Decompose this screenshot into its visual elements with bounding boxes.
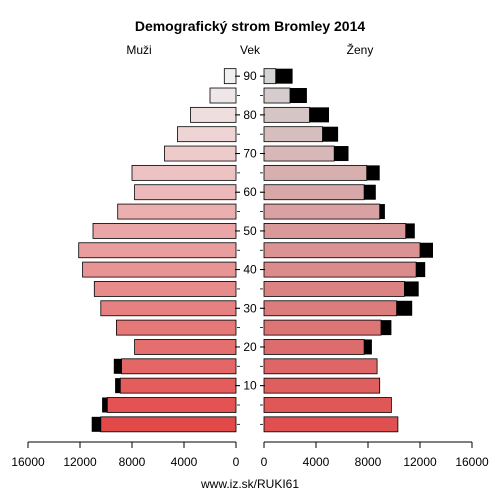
x-tick-label: 4000	[303, 455, 330, 469]
male-bar-60-64	[134, 184, 237, 201]
x-tick-label: 4000	[171, 455, 198, 469]
male-bar-0-4	[100, 416, 237, 433]
x-tick-label: 8000	[355, 455, 382, 469]
female-bar-45-49	[263, 242, 421, 259]
male-bar-20-24	[134, 339, 237, 355]
female-excess-bar-50-54	[405, 223, 415, 239]
male-bar-5-9	[106, 397, 237, 413]
age-tick-label: 10	[243, 379, 257, 393]
male-bar-65-69	[131, 164, 237, 181]
female-excess-bar-70-74	[334, 146, 349, 162]
female-excess-bar-30-34	[396, 300, 413, 316]
female-bar-70-74	[263, 145, 335, 162]
footer-source: www.iz.sk/RUKI61	[200, 477, 299, 491]
male-bar-40-44	[82, 261, 237, 278]
male-excess-bar-15-19	[113, 358, 122, 374]
female-bar-55-59	[263, 203, 381, 220]
age-tick-label: 90	[243, 69, 257, 83]
x-tick-label: 12000	[403, 455, 437, 469]
female-bar-90+	[263, 68, 277, 85]
female-bar-25-29	[263, 319, 382, 336]
male-excess-bar-10-14	[115, 378, 121, 394]
male-bar-80-84	[190, 106, 237, 123]
female-excess-bar-35-39	[404, 281, 419, 297]
male-bar-35-39	[93, 281, 237, 297]
x-tick-label: 8000	[119, 455, 146, 469]
female-bar-20-24	[263, 339, 365, 355]
female-bar-50-54	[263, 223, 407, 239]
plot-area: 10 20 30 40 50 60 70 80 90 16000 12000 8000 4000 0 0 40…	[11, 68, 489, 469]
female-bar-75-79	[263, 126, 323, 143]
male-bar-10-14	[119, 377, 237, 394]
female-excess-bar-65-69	[366, 165, 380, 181]
age-tick-label: 70	[243, 147, 257, 161]
age-tick-label: 60	[243, 185, 257, 199]
female-bar-40-44	[263, 261, 417, 278]
x-tick-label: 0	[233, 455, 240, 469]
x-tick-label: 16000	[11, 455, 45, 469]
female-excess-bar-40-44	[416, 262, 426, 278]
female-excess-bar-85-89	[290, 88, 307, 104]
male-excess-bar-5-9	[102, 397, 108, 413]
male-bar-70-74	[164, 145, 237, 162]
age-tick-label: 30	[243, 301, 257, 315]
female-bar-35-39	[263, 281, 405, 297]
female-bar-85-89	[263, 87, 291, 104]
male-bar-75-79	[177, 126, 237, 143]
male-excess-bar-0-4	[91, 416, 101, 432]
female-bar-15-19	[263, 358, 378, 375]
male-bar-85-89	[209, 87, 237, 104]
age-tick-label: 50	[243, 224, 257, 238]
x-tick-label: 16000	[455, 455, 489, 469]
female-excess-bar-75-79	[322, 126, 339, 142]
female-excess-bar-20-24	[364, 339, 372, 355]
male-bar-45-49	[78, 242, 237, 259]
age-tick-label: 20	[243, 340, 257, 354]
male-bar-30-34	[100, 300, 237, 317]
female-excess-bar-55-59	[379, 204, 385, 220]
female-bar-10-14	[263, 377, 381, 394]
right-axis-label: Ženy	[347, 42, 374, 57]
female-bar-5-9	[263, 397, 392, 413]
male-bar-90+	[223, 68, 237, 85]
male-bar-50-54	[92, 223, 237, 239]
center-axis-label: Vek	[240, 43, 261, 57]
age-tick-label: 80	[243, 108, 257, 122]
female-bar-30-34	[263, 300, 398, 317]
female-excess-bar-60-64	[364, 184, 376, 200]
x-tick-label: 0	[261, 455, 268, 469]
female-excess-bar-90+	[275, 68, 293, 84]
female-bar-0-4	[263, 416, 399, 433]
female-excess-bar-45-49	[420, 242, 433, 258]
female-excess-bar-80-84	[309, 107, 329, 123]
female-excess-bar-25-29	[381, 320, 392, 336]
x-tick-label: 12000	[63, 455, 97, 469]
age-tick-label: 40	[243, 263, 257, 277]
female-bar-80-84	[263, 106, 310, 123]
female-bar-60-64	[263, 184, 365, 201]
male-bar-15-19	[121, 358, 237, 375]
male-bar-55-59	[117, 203, 237, 220]
chart-title: Demografický strom Bromley 2014	[135, 18, 366, 34]
male-bar-25-29	[116, 319, 237, 336]
female-bar-65-69	[263, 164, 368, 181]
left-axis-label: Muži	[126, 43, 151, 57]
